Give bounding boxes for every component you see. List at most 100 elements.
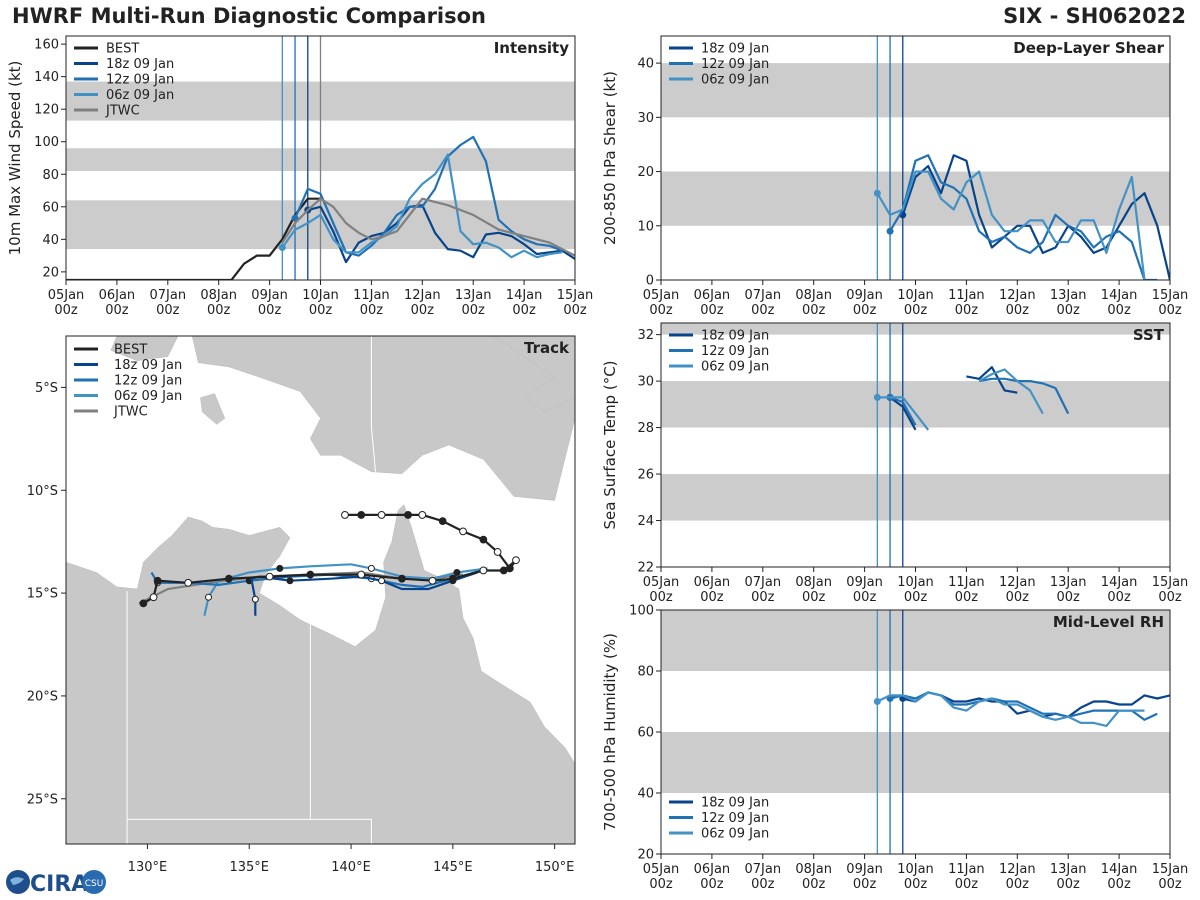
track-title: Track [524, 339, 570, 357]
rh-xtick-hour: 00z [1057, 877, 1081, 892]
intensity-xtick-day: 09Jan [251, 288, 288, 303]
rh-ytick-label: 20 [637, 848, 654, 863]
shear-xtick-day: 15Jan [1152, 288, 1189, 303]
shear-band-0 [661, 171, 1170, 226]
intensity-series-start-06z-09-jan [278, 243, 286, 251]
shear-ytick-label: 20 [637, 165, 654, 180]
track-best-point [398, 574, 406, 583]
sst-band-2 [661, 323, 1170, 335]
shear-legend-label: 18z 09 Jan [701, 42, 769, 57]
intensity-ytick-label: 140 [34, 70, 59, 85]
shear-xtick-hour: 00z [904, 303, 928, 318]
track-best-point [418, 511, 427, 519]
rh-series-12z-09-jan [889, 691, 1158, 721]
rh-xtick-day: 12Jan [999, 862, 1036, 877]
track-best-point [377, 511, 386, 519]
intensity-ylabel: 10m Max Wind Speed (kt) [6, 61, 24, 256]
rh-xtick-day: 05Jan [643, 862, 680, 877]
intensity-ytick-label: 100 [34, 135, 59, 150]
rh-series-start-06z-09-jan [873, 698, 881, 705]
sst-xtick-hour: 00z [649, 590, 673, 605]
intensity-xtick-day: 14Jan [506, 288, 543, 303]
sst-legend-label: 18z 09 Jan [701, 329, 769, 344]
sst-xtick-hour: 00z [1057, 590, 1081, 605]
sst-series-18z-09-jan [889, 396, 917, 431]
shear-series-06z-09-jan [876, 170, 1146, 280]
shear-series-start-06z-09-jan [873, 189, 881, 197]
aru-islands [200, 393, 226, 425]
rh-xtick-hour: 00z [1006, 877, 1030, 892]
track-best-point [139, 599, 148, 608]
track-xtick-label: 130°E [128, 860, 168, 875]
rh-title: Mid-Level RH [1053, 613, 1164, 631]
track-legend-label: JTWC [113, 405, 148, 420]
track-best-point [357, 511, 366, 519]
sst-xtick-day: 14Jan [1101, 575, 1138, 590]
track-legend-label: 06z 09 Jan [114, 389, 182, 404]
sst-series-12z-09-jan-b [978, 377, 1070, 415]
intensity-ytick-label: 120 [34, 103, 59, 118]
shear-xtick-hour: 00z [1006, 303, 1030, 318]
intensity-xtick-day: 08Jan [200, 288, 237, 303]
sst-ytick-label: 24 [637, 514, 654, 529]
shear-xtick-day: 07Jan [745, 288, 782, 303]
sst-series-06z-09-jan-b [978, 368, 1044, 415]
rh-xtick-day: 11Jan [948, 862, 985, 877]
rh-plot-area [661, 610, 1170, 854]
track-best-point [438, 517, 447, 526]
shear-xtick-day: 12Jan [999, 288, 1036, 303]
track-xtick-label: 135°E [229, 860, 269, 875]
shear-xtick-day: 10Jan [897, 288, 934, 303]
intensity-legend-label: 18z 09 Jan [106, 57, 174, 72]
rh-xtick-hour: 00z [751, 877, 775, 892]
track-best-point [499, 566, 508, 575]
track-best-point [341, 511, 349, 519]
rh-ytick-label: 80 [637, 665, 654, 680]
sst-plot-area [661, 323, 1170, 567]
sst-title: SST [1133, 326, 1165, 344]
shear-title: Deep-Layer Shear [1013, 39, 1164, 57]
australia-land [66, 504, 575, 844]
sst-legend-label: 12z 09 Jan [701, 344, 769, 359]
rh-xtick-day: 08Jan [795, 862, 832, 877]
rh-xtick-day: 06Jan [694, 862, 731, 877]
rh-xtick-hour: 00z [1158, 877, 1182, 892]
track-run-point-06z-09-jan [453, 569, 461, 577]
sst-ytick-label: 28 [637, 421, 654, 436]
intensity-xtick-day: 06Jan [99, 288, 136, 303]
track-ytick-label: 10°S [27, 484, 58, 499]
track-run-point-06z-09-jan [205, 593, 213, 601]
intensity-legend-label: JTWC [105, 104, 140, 119]
new-guinea-land [191, 336, 575, 501]
sst-series-start-06z-09-jan [873, 393, 881, 401]
shear-xtick-hour: 00z [700, 303, 724, 318]
intensity-ytick-label: 160 [34, 38, 59, 53]
sst-xtick-day: 06Jan [694, 575, 731, 590]
track-best-point [224, 574, 233, 583]
sst-xtick-day: 07Jan [745, 575, 782, 590]
rh-xtick-hour: 00z [700, 877, 724, 892]
intensity-xtick-hour: 00z [360, 303, 384, 318]
intensity-xtick-day: 13Jan [455, 288, 492, 303]
sst-xtick-day: 15Jan [1152, 575, 1189, 590]
track-ytick-label: 15°S [27, 587, 58, 602]
track-best-point [479, 535, 488, 544]
track-ytick-label: 20°S [27, 689, 58, 704]
intensity-xtick-hour: 00z [105, 303, 129, 318]
sst-legend-label: 06z 09 Jan [701, 360, 769, 375]
rh-xtick-hour: 00z [649, 877, 673, 892]
track-legend-label: 12z 09 Jan [114, 374, 182, 389]
track-series-06z-09-jan [203, 563, 488, 616]
shear-xtick-day: 05Jan [643, 288, 680, 303]
sst-band-0 [661, 474, 1170, 521]
rh-ytick-label: 100 [629, 604, 654, 619]
sst-xtick-hour: 00z [751, 590, 775, 605]
track-run-point-18z-09-jan [378, 577, 386, 585]
sst-ytick-label: 30 [637, 375, 654, 390]
track-best-point [428, 576, 437, 585]
intensity-xtick-day: 05Jan [48, 288, 85, 303]
sst-xtick-day: 13Jan [1050, 575, 1087, 590]
track-best-point [265, 572, 274, 581]
shear-series-start-12z-09-jan [886, 227, 894, 235]
track-frame [65, 335, 576, 845]
